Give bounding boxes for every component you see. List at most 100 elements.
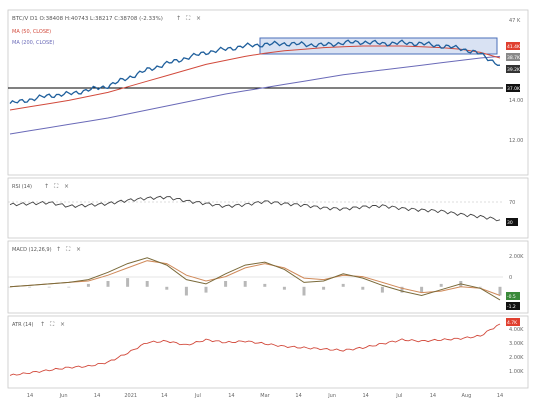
rsi-value-bg [506,218,518,226]
atr-value-label: 4.7K [507,320,518,326]
x-tick-label: 2021 [124,393,137,399]
macd-line [9,257,501,301]
macd-histogram-bar [8,286,12,288]
macd-histogram-bar [282,286,286,290]
macd-histogram-bar [420,286,424,293]
x-tick-label: Aug [462,393,472,399]
fullscreen-icon[interactable]: ⛶ [50,321,55,328]
rsi-toolbar[interactable]: ↑ ⛶ × [44,183,69,190]
fullscreen-icon[interactable]: ⛶ [54,183,59,190]
rsi-panel-frame [7,177,529,239]
macd-value-bg-1 [506,292,520,300]
atr-tick-1: 4.00K [509,327,524,333]
close-icon[interactable]: × [76,246,81,253]
arrow-up-icon[interactable]: ↑ [40,321,45,328]
rsi-level-label: 70 [509,200,515,206]
arrow-up-icon[interactable]: ↑ [176,15,181,22]
x-tick-label: Jul [194,393,201,399]
macd-value-label-2: -1.2 [507,304,516,310]
price-label-red: 41.4K [507,44,521,50]
atr-panel-frame [7,315,529,389]
macd-histogram-bar [263,283,267,287]
arrow-up-icon[interactable]: ↑ [44,183,49,190]
atr-tick-3: 2.00K [509,355,524,361]
macd-histogram-bar [67,286,71,288]
fullscreen-icon[interactable]: ⛶ [66,246,71,253]
macd-tick-top: 2.00K [509,254,524,260]
atr-tick-2: 3.00K [509,341,524,347]
macd-histogram-bar [302,286,306,296]
close-icon[interactable]: × [64,183,69,190]
macd-toolbar[interactable]: ↑ ⛶ × [56,246,81,253]
atr-value-bg [506,318,520,326]
price-label-red-bg [506,42,520,50]
x-tick-label: Mar [260,393,270,399]
rsi-value-label: 30 [507,220,513,226]
price-label-dark: 39.2K [507,67,521,73]
x-tick-label: Jul [395,393,402,399]
macd-legend: MACD (12,26,9) [12,247,52,253]
price-tick-top: 47 K [509,18,521,24]
rsi-line [9,195,501,222]
x-tick-label: 14 [228,393,234,399]
ma200-line [9,55,501,135]
price-label-dark-bg [506,65,520,73]
close-icon[interactable]: × [60,321,65,328]
atr-panel: ATR (14) ↑ ⛶ × 4.00K 3.00K 2.00K 1.00K 4… [9,318,524,376]
macd-histogram-bar [126,278,130,287]
x-tick-label: 14 [94,393,100,399]
price-label-gray-bg [506,53,520,61]
x-tick-label: 14 [295,393,301,399]
macd-histogram-bar [439,283,443,287]
macd-histogram-bar [184,286,188,296]
x-tick-label: 14 [363,393,369,399]
price-label-gray: 38.7K [507,55,521,61]
price-label-black-bg [506,84,520,92]
x-tick-label: 14 [497,393,503,399]
price-panel-frame [7,9,529,176]
atr-tick-4: 1.00K [509,369,524,375]
price-series-line [9,39,501,105]
macd-signal-line [9,260,501,296]
macd-histogram-bar [478,286,482,288]
ma200-legend: MA (200, CLOSE) [12,40,54,46]
macd-histogram-bar [341,283,345,287]
price-label-black: 37.0K [507,86,521,92]
legend-toolbar-top[interactable]: ↑ ⛶ × [176,15,201,22]
x-tick-label: 14 [27,393,33,399]
macd-histogram-bar [322,286,326,290]
macd-histogram-bar [243,281,247,287]
macd-histogram-bar [204,286,208,293]
price-panel: BTC/V D1 O:38408 H:40743 L:38217 C:38708… [8,15,523,144]
macd-histogram-bar [380,286,384,293]
macd-histogram-bar [145,281,149,287]
x-tick-label: Jun [59,393,68,399]
macd-histogram-bar [86,283,90,287]
atr-toolbar[interactable]: ↑ ⛶ × [40,321,65,328]
price-legend: BTC/V D1 O:38408 H:40743 L:38217 C:38708… [12,16,163,22]
macd-tick-zero: 0 [509,275,512,281]
ma50-legend: MA (50, CLOSE) [12,29,51,35]
macd-histogram-bar [28,286,32,288]
x-tick-label: Jun [327,393,336,399]
macd-histogram-bar [47,286,51,288]
price-tick-mid: 14.00 [509,98,523,104]
macd-histogram-bar [361,286,365,290]
atr-legend: ATR (14) [12,322,33,328]
rsi-panel: RSI (14) ↑ ⛶ × 70 30 [8,183,518,226]
fullscreen-icon[interactable]: ⛶ [186,15,191,22]
close-icon[interactable]: × [196,15,201,22]
macd-histogram-bar [165,286,169,290]
macd-value-label-1: -0.5 [507,294,516,300]
macd-histogram-bar [498,286,502,296]
price-tick-low: 12.00 [509,138,523,144]
macd-histogram-bar [106,281,110,287]
arrow-up-icon[interactable]: ↑ [56,246,61,253]
macd-histogram-bar [400,286,404,293]
macd-histogram-bar [224,281,228,287]
macd-panel: MACD (12,26,9) ↑ ⛶ × 2.00K 0 -0.5 -1.2 [8,246,524,310]
rsi-legend: RSI (14) [12,184,32,190]
ma50-line [9,45,501,111]
atr-line [9,323,501,376]
